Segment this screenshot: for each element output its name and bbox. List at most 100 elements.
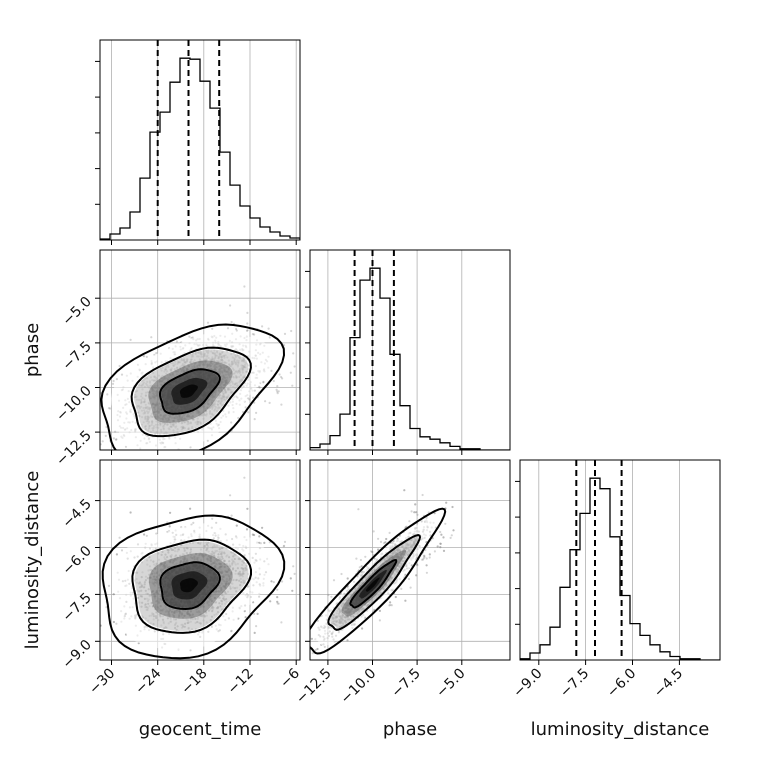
sample-point	[189, 507, 192, 510]
sample-point	[261, 325, 264, 328]
sample-point	[248, 398, 251, 401]
sample-point	[107, 407, 111, 410]
sample-point	[115, 378, 118, 381]
sample-point	[272, 581, 275, 584]
sample-point	[276, 600, 279, 603]
sample-point	[115, 622, 118, 625]
contour-line	[100, 323, 286, 450]
sample-point	[145, 534, 148, 537]
sample-point	[145, 355, 148, 358]
sample-point	[226, 327, 230, 330]
sample-point	[275, 388, 278, 391]
sample-point	[261, 526, 264, 529]
sample-point	[272, 379, 275, 383]
panel-2d-geocent_time-luminosity_distance: −30 −24 −18 −12 −6−9.0−7.5−6.0−4.5	[59, 459, 303, 698]
sample-point	[253, 418, 256, 421]
sample-point	[258, 385, 261, 388]
sample-point	[283, 332, 287, 335]
sample-point	[111, 382, 115, 385]
sample-point	[104, 434, 107, 437]
sample-point	[255, 411, 258, 414]
sample-point	[235, 327, 238, 331]
sample-point	[189, 446, 192, 449]
scatter-group	[100, 476, 296, 660]
sample-point	[206, 439, 209, 442]
sample-point	[258, 386, 261, 389]
sample-point	[262, 380, 265, 383]
histogram-step	[310, 267, 510, 450]
sample-point	[283, 540, 287, 544]
sample-point	[280, 403, 283, 406]
sample-point	[255, 625, 258, 628]
sample-point	[245, 329, 249, 332]
sample-point	[168, 525, 171, 528]
sample-point	[169, 511, 172, 514]
sample-point	[235, 329, 238, 332]
sample-point	[230, 629, 233, 632]
sample-point	[115, 553, 118, 556]
panel-frame	[519, 459, 721, 661]
scatter-group	[100, 285, 296, 450]
sample-point	[244, 406, 247, 409]
sample-point	[105, 425, 108, 429]
sample-point	[246, 311, 249, 314]
sample-point	[114, 438, 118, 441]
sample-point	[112, 593, 115, 596]
sample-point	[246, 322, 249, 325]
sample-point	[278, 373, 281, 376]
sample-point	[211, 517, 214, 520]
sample-point	[293, 572, 296, 576]
sample-point	[112, 593, 115, 596]
sample-point	[246, 329, 249, 332]
sample-point	[230, 514, 233, 517]
panel-frame	[99, 39, 301, 241]
sample-point	[175, 340, 178, 343]
sample-point	[120, 373, 124, 376]
sample-point	[115, 438, 118, 441]
sample-point	[112, 379, 115, 383]
sample-point	[268, 336, 271, 339]
sample-point	[280, 621, 283, 624]
sample-point	[253, 333, 256, 336]
sample-point	[155, 352, 158, 355]
histogram-step	[520, 477, 720, 660]
sample-point	[169, 511, 172, 514]
sample-point	[107, 584, 111, 588]
sample-point	[253, 533, 256, 537]
panel-hist-phase	[305, 249, 511, 455]
density-shade	[179, 384, 198, 398]
sample-point	[270, 369, 273, 372]
sample-point	[281, 580, 284, 583]
sample-point	[264, 400, 267, 403]
sample-point	[291, 384, 294, 387]
sample-point	[291, 589, 294, 592]
sample-point	[237, 416, 240, 420]
sample-point	[283, 344, 286, 347]
sample-point	[229, 494, 232, 497]
sample-point	[277, 390, 280, 393]
sample-point	[292, 352, 295, 355]
sample-point	[258, 535, 261, 538]
sample-point	[206, 321, 210, 324]
sample-point	[245, 528, 249, 531]
sample-point	[270, 580, 273, 583]
sample-point	[292, 565, 295, 568]
sample-point	[276, 385, 279, 388]
sample-point	[247, 411, 250, 414]
sample-point	[243, 285, 246, 288]
contour-line	[130, 346, 252, 438]
sample-point	[168, 525, 171, 528]
sample-point	[143, 355, 146, 358]
sample-point	[262, 381, 265, 384]
sample-point	[118, 536, 121, 539]
sample-point	[129, 338, 132, 341]
sample-point	[289, 577, 292, 580]
sample-point	[276, 588, 279, 591]
sample-point	[230, 421, 233, 424]
panel-frame	[99, 249, 301, 451]
sample-point	[252, 396, 255, 399]
sample-point	[189, 507, 192, 510]
sample-point	[188, 335, 191, 338]
sample-point	[276, 392, 279, 395]
panel-hist-geocent_time	[95, 39, 301, 245]
